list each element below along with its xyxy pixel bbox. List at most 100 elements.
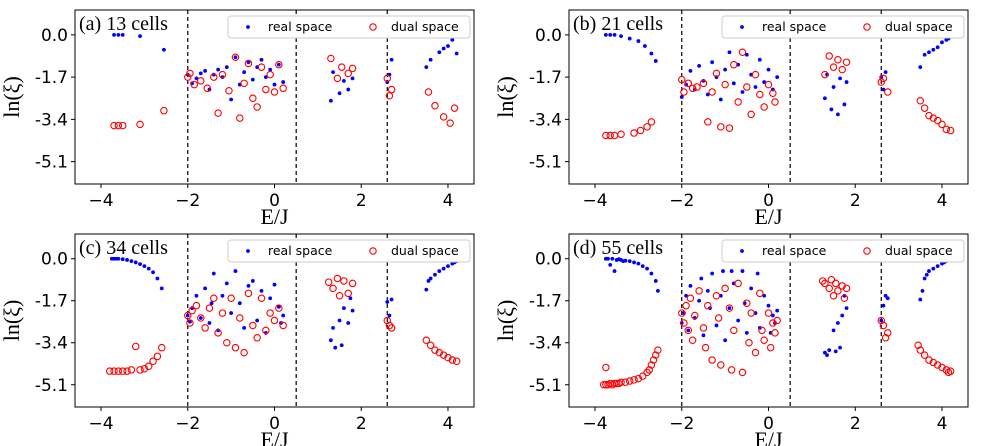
y-tick-label: -5.1 <box>35 153 68 173</box>
data-point <box>348 64 357 73</box>
data-point <box>198 71 203 76</box>
data-point <box>610 131 619 140</box>
data-point <box>751 70 760 79</box>
data-point <box>244 289 253 298</box>
data-point <box>211 271 216 276</box>
data-point <box>640 264 645 269</box>
data-point <box>272 282 277 287</box>
data-point <box>881 303 886 308</box>
data-point <box>331 70 335 75</box>
data-point <box>838 76 842 81</box>
data-point <box>209 301 214 306</box>
y-tick-label: -1.7 <box>529 68 562 88</box>
legend-label-real: real space <box>268 243 333 258</box>
data-point <box>424 88 433 96</box>
data-point <box>266 309 274 317</box>
data-point <box>257 294 266 303</box>
data-point <box>446 119 454 127</box>
data-point <box>827 348 832 353</box>
data-point <box>933 116 942 125</box>
data-point <box>838 282 846 290</box>
data-point <box>734 98 742 106</box>
data-point <box>619 34 623 38</box>
x-tick-label: 4 <box>937 191 948 211</box>
legend-marker-real <box>740 249 744 253</box>
panel-title: (b) 21 cells <box>573 13 663 35</box>
series-real-space <box>112 32 459 103</box>
data-point <box>647 118 656 126</box>
data-point <box>281 80 286 84</box>
data-point <box>612 269 617 273</box>
data-point <box>610 256 615 261</box>
data-point <box>831 279 840 288</box>
data-point <box>428 57 433 62</box>
data-point <box>701 343 710 352</box>
data-point <box>333 74 342 83</box>
data-point <box>186 69 194 78</box>
data-point <box>701 333 706 338</box>
data-point <box>603 32 608 37</box>
data-point <box>437 269 442 273</box>
data-point <box>744 330 749 335</box>
data-point <box>617 130 625 139</box>
data-point <box>708 356 716 364</box>
data-point <box>385 321 394 330</box>
panel-2: −4 −2 0 2 4 0.0 -1.7 -3.4 -5.1 E/J ln(ξ) (b) 21 cel… <box>493 9 969 229</box>
data-point <box>749 286 754 291</box>
y-tick-label: -3.4 <box>35 334 68 354</box>
data-point <box>259 288 264 293</box>
data-point <box>931 266 936 271</box>
y-tick-label: -1.7 <box>35 292 68 312</box>
data-point <box>636 261 641 266</box>
legend: real space dual space <box>227 239 471 263</box>
data-point <box>721 80 729 89</box>
data-point <box>938 120 946 129</box>
data-point <box>612 32 617 37</box>
x-tick-label: −2 <box>175 414 200 434</box>
data-point <box>450 37 455 42</box>
data-point <box>231 343 240 352</box>
data-point <box>769 89 777 98</box>
data-point <box>925 356 933 364</box>
data-point <box>697 298 702 303</box>
data-point <box>717 123 725 131</box>
data-point <box>435 348 444 357</box>
data-point <box>835 321 840 325</box>
data-point <box>764 309 773 317</box>
data-point <box>138 262 142 267</box>
data-point <box>116 256 121 261</box>
data-point <box>755 271 760 276</box>
legend-label-dual: dual space <box>885 19 953 34</box>
data-point <box>727 306 732 311</box>
data-point <box>125 258 129 262</box>
data-point <box>621 378 630 387</box>
data-point <box>729 269 734 273</box>
y-tick-label: -5.1 <box>529 153 562 173</box>
data-point <box>328 338 333 343</box>
data-point <box>185 313 190 318</box>
legend: real space dual space <box>721 239 965 263</box>
data-point <box>279 84 287 93</box>
data-point <box>838 65 846 74</box>
data-point <box>608 262 613 267</box>
data-point <box>649 271 654 276</box>
data-point <box>146 266 151 271</box>
data-point <box>753 85 758 89</box>
data-point <box>883 70 888 75</box>
data-point <box>184 73 192 81</box>
data-point <box>699 79 708 88</box>
data-point <box>105 367 114 375</box>
data-point <box>350 308 355 313</box>
panel-title: (a) 13 cells <box>79 13 168 35</box>
data-point <box>740 269 745 273</box>
data-point <box>216 67 221 72</box>
legend-box <box>227 239 471 263</box>
data-point <box>114 367 123 375</box>
x-axis-label: E/J <box>754 204 783 229</box>
data-point <box>714 314 723 322</box>
data-point <box>437 50 442 55</box>
data-point <box>916 96 925 105</box>
data-point <box>346 321 351 325</box>
data-point <box>268 296 273 301</box>
